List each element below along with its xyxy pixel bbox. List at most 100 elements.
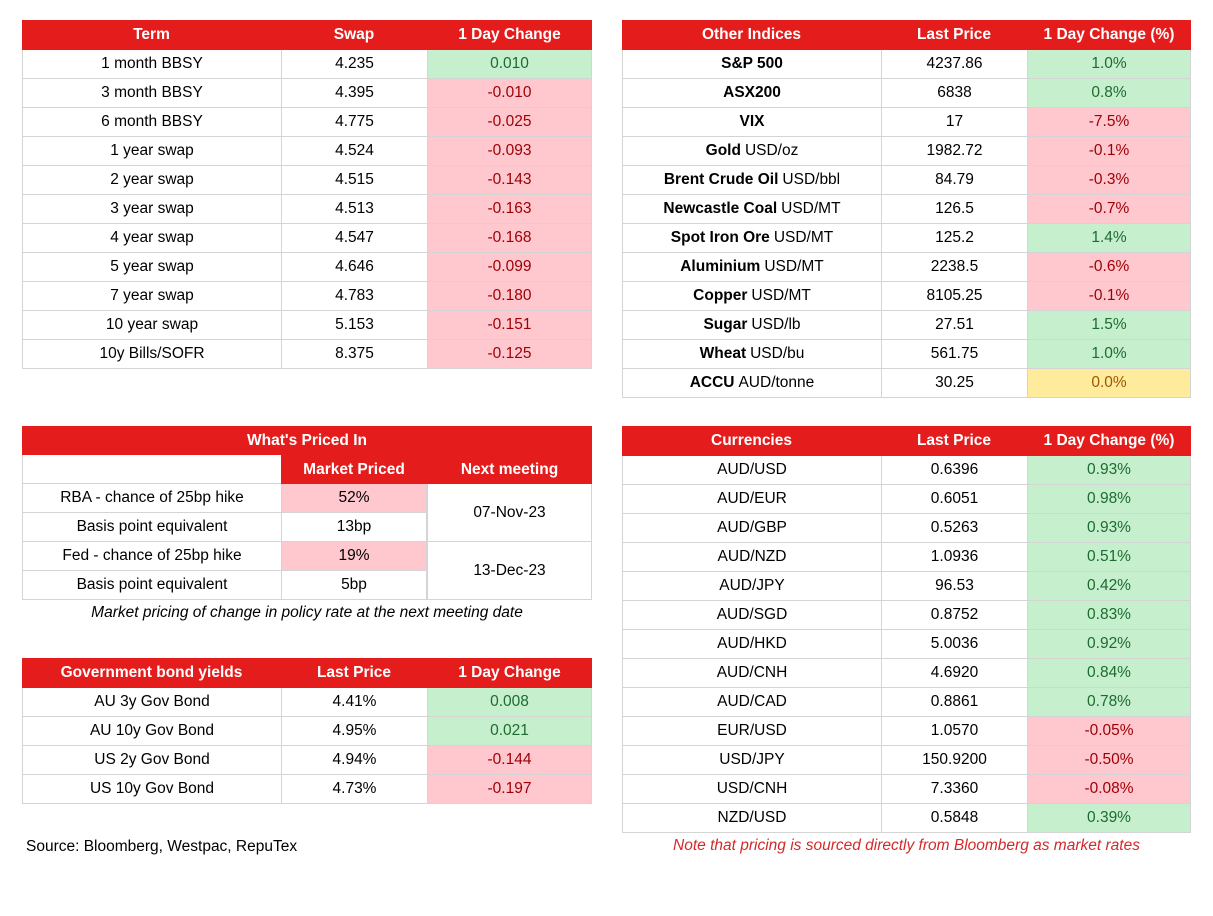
table-row: 7 year swap 4.783 -0.180 <box>22 282 592 311</box>
table-row: AUD/JPY 96.53 0.42% <box>622 572 1191 601</box>
index-name-cell: Spot Iron Ore USD/MT <box>622 224 881 253</box>
change-cell: 1.0% <box>1027 340 1191 369</box>
pair-cell: EUR/USD <box>622 717 881 746</box>
table-row: Spot Iron Ore USD/MT 125.2 1.4% <box>622 224 1191 253</box>
table-row: USD/JPY 150.9200 -0.50% <box>622 746 1191 775</box>
price-cell: 4.95% <box>281 717 427 746</box>
price-cell: 125.2 <box>881 224 1027 253</box>
price-cell: 561.75 <box>881 340 1027 369</box>
priced-value: 19% <box>281 542 427 571</box>
price-cell: 4237.86 <box>881 50 1027 79</box>
table-row: VIX 17 -7.5% <box>622 108 1191 137</box>
term-cell: 4 year swap <box>22 224 281 253</box>
table-row: US 10y Gov Bond 4.73% -0.197 <box>22 775 592 804</box>
table-row: Gold USD/oz 1982.72 -0.1% <box>622 137 1191 166</box>
price-cell: 0.6051 <box>881 485 1027 514</box>
indices-table: Other Indices Last Price 1 Day Change (%… <box>622 20 1191 398</box>
price-cell: 17 <box>881 108 1027 137</box>
table-row: 3 year swap 4.513 -0.163 <box>22 195 592 224</box>
price-cell: 4.6920 <box>881 659 1027 688</box>
bond-name-cell: AU 10y Gov Bond <box>22 717 281 746</box>
change-cell: -0.08% <box>1027 775 1191 804</box>
index-name: S&P 500 <box>721 55 783 72</box>
indices-table-body: S&P 500 4237.86 1.0% ASX200 6838 0.8% VIX 17 -7.… <box>622 50 1191 398</box>
table-row: USD/CNH 7.3360 -0.08% <box>622 775 1191 804</box>
pair-cell: AUD/CAD <box>622 688 881 717</box>
priced-in-title-bar: What's Priced In <box>22 426 592 455</box>
price-cell: 150.9200 <box>881 746 1027 775</box>
priced-in-note: Market pricing of change in policy rate … <box>91 604 523 621</box>
index-name-cell: ASX200 <box>622 79 881 108</box>
currencies-table-header: Currencies Last Price 1 Day Change (%) <box>622 426 1191 456</box>
index-unit: USD/oz <box>744 142 799 159</box>
term-cell: 10 year swap <box>22 311 281 340</box>
index-name-cell: Wheat USD/bu <box>622 340 881 369</box>
header-change-pct: 1 Day Change (%) <box>1043 26 1175 43</box>
term-cell: 3 year swap <box>22 195 281 224</box>
table-row: 3 month BBSY 4.395 -0.010 <box>22 79 592 108</box>
table-row: AUD/HKD 5.0036 0.92% <box>622 630 1191 659</box>
price-cell: 1.0570 <box>881 717 1027 746</box>
pair-cell: USD/CNH <box>622 775 881 804</box>
index-name-cell: S&P 500 <box>622 50 881 79</box>
change-cell: 1.5% <box>1027 311 1191 340</box>
priced-value: 52% <box>281 484 427 513</box>
index-name: Aluminium <box>680 258 761 275</box>
header-currency: Currencies <box>711 432 792 449</box>
table-row: AU 3y Gov Bond 4.41% 0.008 <box>22 688 592 717</box>
header-bond-change: 1 Day Change <box>458 664 561 681</box>
table-row: EUR/USD 1.0570 -0.05% <box>622 717 1191 746</box>
change-cell: 0.93% <box>1027 456 1191 485</box>
swap-cell: 4.547 <box>281 224 427 253</box>
pair-cell: AUD/NZD <box>622 543 881 572</box>
table-row: 4 year swap 4.547 -0.168 <box>22 224 592 253</box>
change-cell: -0.168 <box>427 224 592 253</box>
index-name: ACCU <box>689 374 735 391</box>
index-name: Newcastle Coal <box>663 200 778 217</box>
change-cell: 0.92% <box>1027 630 1191 659</box>
priced-in-subheader: Market Priced Next meeting <box>22 455 592 484</box>
index-name: VIX <box>739 113 765 130</box>
pair-cell: AUD/CNH <box>622 659 881 688</box>
swap-cell: 4.395 <box>281 79 427 108</box>
change-cell: 0.84% <box>1027 659 1191 688</box>
change-cell: -0.1% <box>1027 137 1191 166</box>
table-row: AUD/NZD 1.0936 0.51% <box>622 543 1191 572</box>
priced-label: Basis point equivalent <box>22 513 281 542</box>
index-name-cell: VIX <box>622 108 881 137</box>
change-cell: -0.163 <box>427 195 592 224</box>
table-row: 10y Bills/SOFR 8.375 -0.125 <box>22 340 592 369</box>
change-cell: -7.5% <box>1027 108 1191 137</box>
change-cell: 0.021 <box>427 717 592 746</box>
table-row: Aluminium USD/MT 2238.5 -0.6% <box>622 253 1191 282</box>
change-cell: 0.42% <box>1027 572 1191 601</box>
header-next-meeting: Next meeting <box>427 455 592 484</box>
swap-cell: 4.783 <box>281 282 427 311</box>
price-cell: 4.94% <box>281 746 427 775</box>
change-cell: -0.197 <box>427 775 592 804</box>
table-row: 6 month BBSY 4.775 -0.025 <box>22 108 592 137</box>
term-cell: 6 month BBSY <box>22 108 281 137</box>
price-cell: 1982.72 <box>881 137 1027 166</box>
table-row: AUD/CNH 4.6920 0.84% <box>622 659 1191 688</box>
change-cell: -0.125 <box>427 340 592 369</box>
change-cell: -0.010 <box>427 79 592 108</box>
index-name: ASX200 <box>723 84 781 101</box>
table-row: AUD/GBP 0.5263 0.93% <box>622 514 1191 543</box>
index-name: Gold <box>705 142 741 159</box>
priced-row-rba-bp: Basis point equivalent 13bp <box>22 513 427 542</box>
swap-cell: 4.646 <box>281 253 427 282</box>
index-unit: USD/lb <box>751 316 801 333</box>
header-bond: Government bond yields <box>60 664 243 681</box>
price-cell: 84.79 <box>881 166 1027 195</box>
table-row: ASX200 6838 0.8% <box>622 79 1191 108</box>
swap-cell: 4.513 <box>281 195 427 224</box>
price-cell: 30.25 <box>881 369 1027 398</box>
priced-in-table: What's Priced In Market Priced Next meet… <box>22 426 592 600</box>
index-unit: USD/MT <box>773 229 834 246</box>
table-row: NZD/USD 0.5848 0.39% <box>622 804 1191 833</box>
index-name-cell: ACCU AUD/tonne <box>622 369 881 398</box>
bond-yields-table: Government bond yields Last Price 1 Day … <box>22 658 592 804</box>
swap-table-header: Term Swap 1 Day Change <box>22 20 592 50</box>
change-cell: -0.143 <box>427 166 592 195</box>
